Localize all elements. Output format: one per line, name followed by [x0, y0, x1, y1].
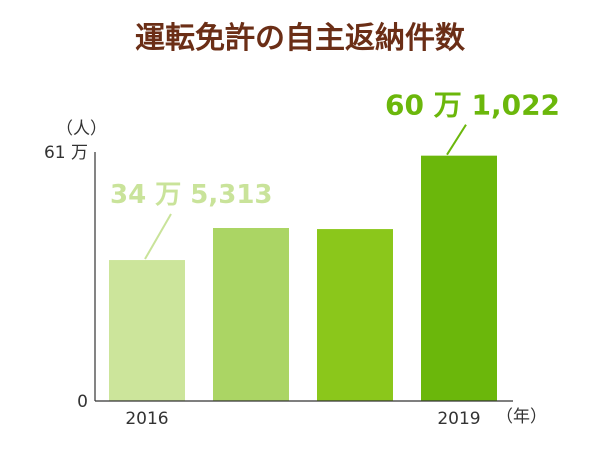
bars-group [109, 155, 497, 401]
bar-2016 [109, 260, 185, 401]
x-unit-label: （年） [496, 407, 547, 427]
y-tick-labels: 0 61 万 [44, 143, 88, 412]
callout-leader-line-2016 [144, 213, 172, 260]
callout-label-2016: 34 万 5,313 [110, 180, 273, 210]
x-tick-label-2016: 2016 [125, 409, 168, 429]
callout-label-2019: 60 万 1,022 [385, 89, 560, 122]
bar-2017 [213, 228, 289, 401]
x-tick-label-2019: 2019 [437, 409, 480, 429]
y-unit-label: （人） [56, 119, 107, 139]
y-tick-label: 0 [77, 392, 88, 412]
callout-leader-line-2019 [446, 124, 467, 156]
x-tick-labels: 2016 2019 [125, 409, 480, 429]
bar-2018 [317, 229, 393, 401]
chart-title: 運転免許の自主返納件数 [135, 21, 466, 56]
callouts-group: 34 万 5,313 60 万 1,022 [110, 89, 560, 260]
bar-2019 [421, 155, 497, 401]
y-tick-label: 61 万 [44, 143, 88, 163]
